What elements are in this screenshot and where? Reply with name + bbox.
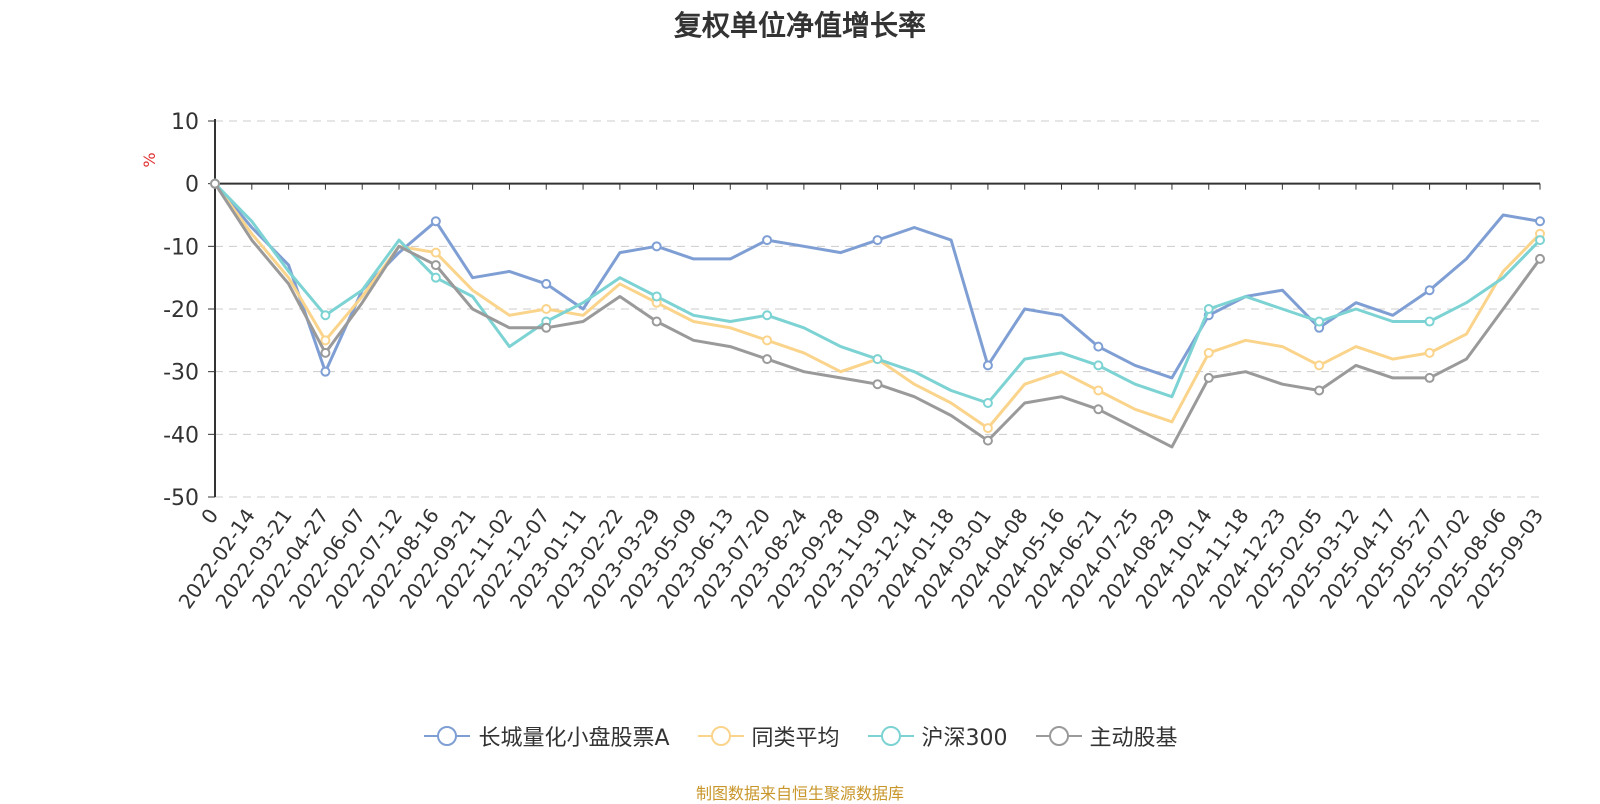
series-point-3 (872, 379, 883, 390)
y-tick-label: -30 (163, 361, 199, 386)
series-point-0 (872, 235, 883, 246)
legend-item[interactable]: 沪深300 (866, 720, 1008, 752)
legend-label: 沪深300 (921, 726, 1008, 751)
series-point-1 (320, 335, 331, 346)
y-tick-label: -10 (163, 235, 199, 260)
x-tick-label: 0 (196, 504, 223, 528)
series-point-3 (430, 260, 441, 271)
series-point-3 (651, 316, 662, 327)
series-point-3 (210, 178, 220, 189)
series-lines (210, 178, 1545, 449)
chart-title: 复权单位净值增长率 (673, 9, 926, 42)
series-point-0 (430, 216, 441, 227)
series-point-3 (1093, 404, 1104, 415)
series-point-3 (1424, 372, 1435, 383)
series-point-1 (1093, 385, 1104, 396)
series-point-1 (982, 423, 993, 434)
series-point-3 (982, 435, 993, 446)
series-point-3 (1203, 372, 1214, 383)
series-point-3 (541, 322, 552, 333)
series-point-1 (762, 335, 773, 346)
legend-swatch-icon (697, 726, 744, 746)
series-point-1 (1314, 360, 1325, 371)
series-point-3 (320, 347, 331, 358)
line-chart: 100-10-20-30-40-5002022-02-142022-03-212… (140, 110, 1548, 613)
series-point-0 (1424, 285, 1435, 296)
series-point-0 (982, 360, 993, 371)
series-point-0 (651, 241, 662, 252)
series-point-0 (1093, 341, 1104, 352)
series-point-2 (982, 398, 993, 408)
legend-swatch-icon (424, 726, 471, 746)
series-point-2 (762, 310, 773, 321)
series-point-3 (1535, 253, 1545, 264)
legend-item[interactable]: 长城量化小盘股票A (422, 720, 670, 752)
series-point-2 (872, 354, 883, 365)
series-line-1 (213, 182, 1542, 430)
series-point-0 (762, 235, 773, 246)
y-tick-label: 10 (171, 110, 199, 135)
series-point-3 (1314, 385, 1325, 396)
legend-label: 主动股基 (1089, 726, 1178, 751)
y-tick-label: -40 (163, 423, 199, 448)
series-point-2 (1093, 360, 1104, 371)
y-tick-label: -50 (163, 486, 199, 511)
series-point-0 (541, 278, 552, 289)
legend-item[interactable]: 同类平均 (696, 720, 840, 752)
legend-label: 长城量化小盘股票A (478, 726, 670, 751)
chart-legend: 长城量化小盘股票A 同类平均 沪深300 主动股基 (0, 720, 1600, 752)
source-note: 制图数据来自恒生聚源数据库 (695, 784, 904, 803)
series-point-2 (320, 310, 331, 321)
series-line-2 (213, 182, 1542, 405)
y-tick-label: 0 (185, 173, 199, 198)
series-point-0 (1535, 216, 1545, 227)
grid-lines (215, 120, 1540, 498)
series-point-2 (1314, 316, 1325, 327)
series-point-1 (430, 247, 441, 258)
y-tick-label: -20 (163, 298, 199, 323)
legend-item[interactable]: 主动股基 (1034, 720, 1178, 752)
series-point-2 (1535, 235, 1545, 246)
series-point-0 (320, 366, 331, 377)
legend-label: 同类平均 (751, 726, 840, 751)
axes: 100-10-20-30-40-5002022-02-142022-03-212… (163, 110, 1548, 613)
legend-swatch-icon (867, 726, 914, 746)
series-point-2 (1424, 316, 1435, 327)
series-point-3 (762, 354, 773, 365)
series-point-2 (1203, 304, 1214, 314)
series-point-2 (430, 272, 441, 283)
series-line-0 (213, 182, 1541, 380)
series-point-1 (541, 304, 552, 314)
y-axis-label: % (140, 152, 159, 167)
series-point-1 (1203, 347, 1214, 358)
series-point-1 (1424, 347, 1435, 358)
legend-swatch-icon (1035, 726, 1082, 746)
series-point-2 (651, 291, 662, 302)
